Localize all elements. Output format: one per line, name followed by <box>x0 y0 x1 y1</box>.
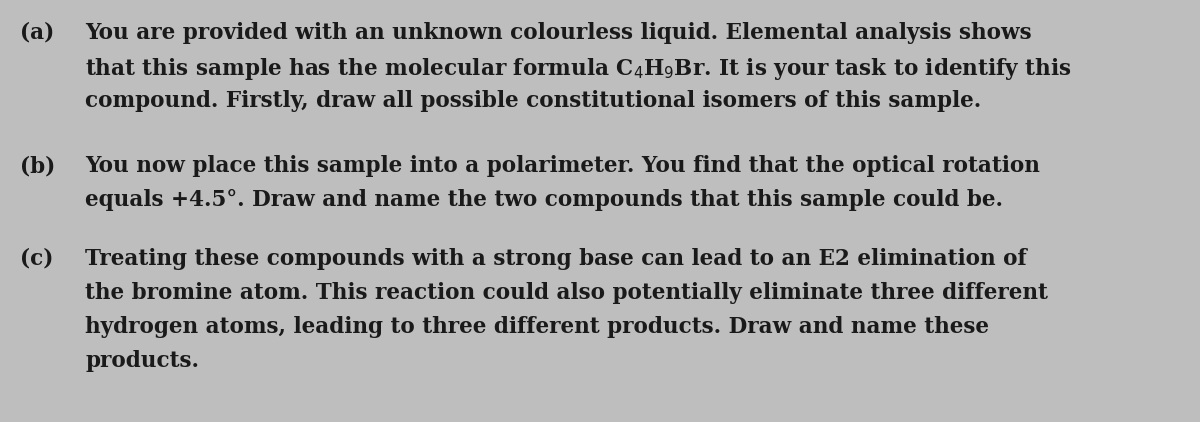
Text: the bromine atom. This reaction could also potentially eliminate three different: the bromine atom. This reaction could al… <box>85 282 1048 304</box>
Text: You now place this sample into a polarimeter. You find that the optical rotation: You now place this sample into a polarim… <box>85 155 1040 177</box>
Text: that this sample has the molecular formula C$_4$H$_9$Br. It is your task to iden: that this sample has the molecular formu… <box>85 56 1072 82</box>
Text: (b): (b) <box>20 155 55 177</box>
Text: hydrogen atoms, leading to three different products. Draw and name these: hydrogen atoms, leading to three differe… <box>85 316 989 338</box>
Text: products.: products. <box>85 350 199 372</box>
Text: You are provided with an unknown colourless liquid. Elemental analysis shows: You are provided with an unknown colourl… <box>85 22 1032 44</box>
Text: (c): (c) <box>20 248 53 270</box>
Text: Treating these compounds with a strong base can lead to an E2 elimination of: Treating these compounds with a strong b… <box>85 248 1027 270</box>
Text: equals +4.5°. Draw and name the two compounds that this sample could be.: equals +4.5°. Draw and name the two comp… <box>85 189 1003 211</box>
Text: (a): (a) <box>20 22 54 44</box>
Text: compound. Firstly, draw all possible constitutional isomers of this sample.: compound. Firstly, draw all possible con… <box>85 90 982 112</box>
